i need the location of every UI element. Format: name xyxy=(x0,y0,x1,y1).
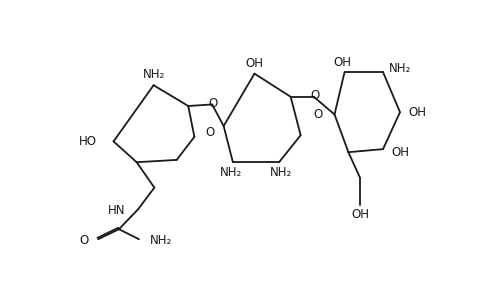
Text: NH₂: NH₂ xyxy=(389,62,411,75)
Text: O: O xyxy=(310,89,319,103)
Text: OH: OH xyxy=(408,106,426,119)
Text: OH: OH xyxy=(333,56,351,69)
Text: HO: HO xyxy=(79,135,97,148)
Text: NH₂: NH₂ xyxy=(150,234,172,247)
Text: NH₂: NH₂ xyxy=(220,166,242,180)
Text: OH: OH xyxy=(246,57,263,70)
Text: OH: OH xyxy=(391,146,409,159)
Text: NH₂: NH₂ xyxy=(142,68,165,81)
Text: OH: OH xyxy=(351,208,369,221)
Text: O: O xyxy=(313,108,322,121)
Text: O: O xyxy=(208,97,218,110)
Text: O: O xyxy=(79,234,88,247)
Text: NH₂: NH₂ xyxy=(270,166,292,180)
Text: HN: HN xyxy=(109,204,126,217)
Text: O: O xyxy=(205,127,215,139)
